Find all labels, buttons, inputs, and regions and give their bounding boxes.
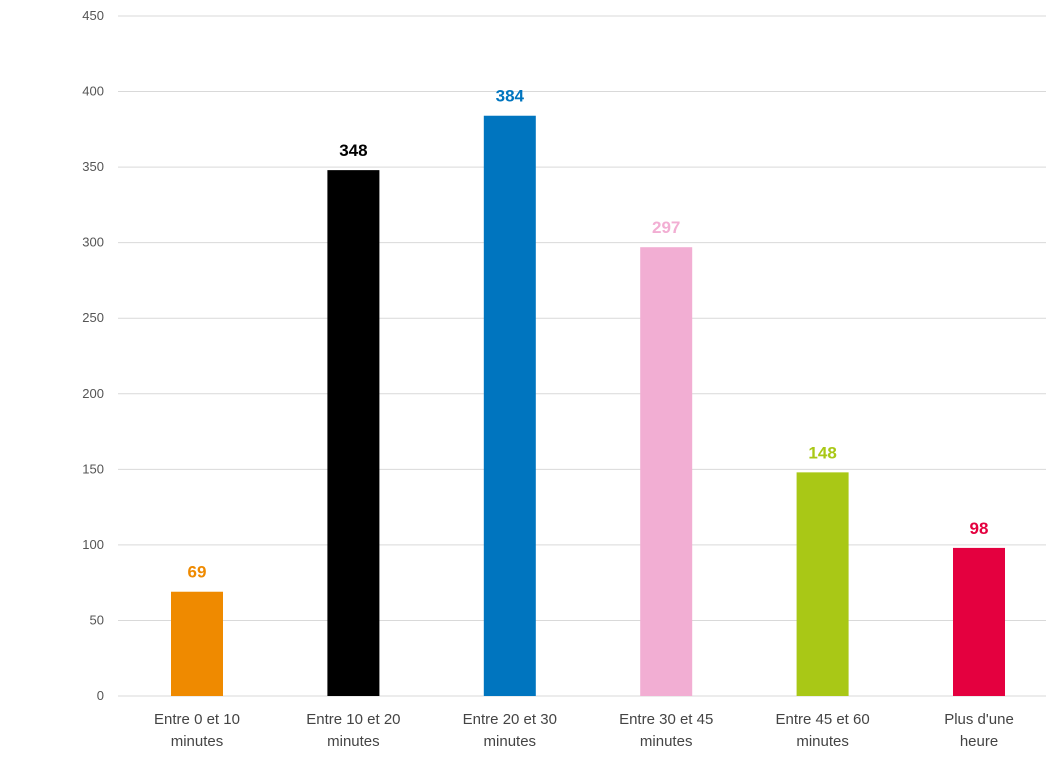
y-tick-label: 100 [82,537,104,552]
y-tick-label: 200 [82,386,104,401]
data-labels: 69 348 384 297 148 98 [188,87,989,582]
x-tick-label-5: Entre 45 et 60 minutes [775,711,869,750]
data-label-5: 148 [808,443,836,462]
bar-2 [327,170,380,697]
y-tick-label: 150 [82,461,104,476]
y-tick-label: 250 [82,310,104,325]
bar-5 [796,472,849,696]
bar-4 [640,247,693,696]
y-tick-label: 450 [82,8,104,23]
data-label-2: 348 [339,141,367,160]
data-label-1: 69 [188,563,207,582]
y-tick-label: 400 [82,84,104,99]
x-tick-label-6: Plus d'une heure [944,711,1014,750]
x-tick-label-3: Entre 20 et 30 minutes [463,711,557,750]
data-label-6: 98 [970,519,989,538]
bar-3 [483,115,536,696]
x-axis-ticks: Entre 0 et 10 minutes Entre 10 et 20 minute… [154,711,1014,750]
y-axis-ticks: 0 50 100 150 200 250 300 350 400 450 [82,8,104,703]
bar-1 [171,591,223,696]
data-label-3: 384 [496,87,525,106]
y-tick-label: 0 [97,688,104,703]
y-tick-label: 300 [82,235,104,250]
bars [171,115,1005,697]
y-tick-label: 50 [90,612,104,627]
y-tick-label: 350 [82,159,104,174]
x-tick-label-1: Entre 0 et 10 minutes [154,711,240,750]
x-tick-label-4: Entre 30 et 45 minutes [619,711,713,750]
data-label-4: 297 [652,218,680,237]
x-tick-label-2: Entre 10 et 20 minutes [306,711,400,750]
grid-layer [118,15,1046,697]
bar-6 [953,547,1005,696]
